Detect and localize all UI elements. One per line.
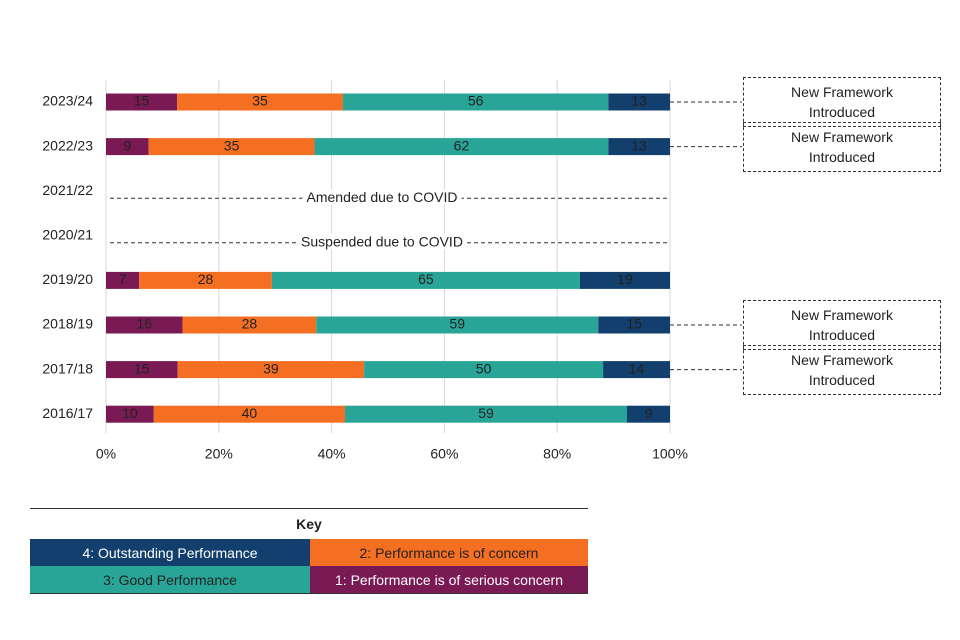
data-label: 7 [119, 271, 127, 287]
bar-segment [182, 316, 317, 334]
data-label: 50 [476, 360, 492, 376]
data-label: 56 [468, 93, 484, 109]
bar-segment [139, 271, 272, 289]
data-label: 13 [631, 93, 647, 109]
data-label: 28 [198, 271, 214, 287]
annotation-bg [297, 233, 467, 250]
legend-entry: 1: Performance is of serious concern [310, 566, 588, 593]
bar-segment [579, 271, 670, 289]
bar-segment [608, 138, 670, 156]
bar-segment [626, 405, 670, 423]
data-label: 15 [134, 360, 150, 376]
data-label: 14 [629, 360, 645, 376]
annotation: Amended due to COVID [307, 189, 458, 205]
annotation-bg [302, 188, 462, 205]
annotation-box: New Framework Introduced [743, 300, 941, 350]
bar-segment [153, 405, 345, 423]
annotation-box: New Framework Introduced [743, 77, 941, 127]
x-tick-label: 20% [205, 446, 233, 462]
bar-segment [177, 93, 343, 111]
legend-entry: 4: Outstanding Performance [30, 539, 310, 566]
x-tick-label: 80% [543, 446, 571, 462]
y-tick-label: 2022/23 [42, 137, 93, 153]
data-label: 39 [263, 360, 279, 376]
data-label: 35 [252, 93, 268, 109]
bar-segment [598, 316, 670, 334]
data-label: 62 [454, 137, 470, 153]
y-tick-label: 2021/22 [42, 182, 93, 198]
bar-segment [364, 361, 604, 379]
legend-entry: 2: Performance is of concern [310, 539, 588, 566]
bar-segment [106, 271, 140, 289]
bar-segment [342, 93, 609, 111]
y-tick-label: 2018/19 [42, 316, 93, 332]
bar-segment [106, 316, 183, 334]
legend: Key 4: Outstanding Performance 2: Perfor… [30, 508, 588, 594]
data-label: 28 [242, 316, 258, 332]
data-label: 59 [450, 316, 466, 332]
y-tick-label: 2016/17 [42, 405, 93, 421]
bar-segment [106, 405, 154, 423]
bar-segment [344, 405, 627, 423]
x-tick-label: 60% [430, 446, 458, 462]
annotation-box: New Framework Introduced [743, 344, 941, 395]
bar-segment [603, 361, 670, 379]
bar-segment [314, 138, 609, 156]
data-label: 15 [626, 316, 642, 332]
data-label: 40 [242, 405, 258, 421]
data-label: 9 [645, 405, 653, 421]
data-label: 65 [418, 271, 434, 287]
legend-entry: 3: Good Performance [30, 566, 310, 593]
x-tick-label: 40% [318, 446, 346, 462]
bar-segment [148, 138, 315, 156]
bar-segment [316, 316, 599, 334]
x-tick-label: 0% [96, 446, 116, 462]
y-tick-label: 2019/20 [42, 271, 93, 287]
y-tick-label: 2023/24 [42, 93, 93, 109]
annotation-box: New Framework Introduced [743, 121, 941, 172]
annotation: Suspended due to COVID [301, 234, 463, 250]
bar-segment [106, 93, 178, 111]
data-label: 19 [617, 271, 633, 287]
data-label: 16 [136, 316, 152, 332]
bar-segment [106, 138, 149, 156]
x-tick-label: 100% [652, 446, 688, 462]
data-label: 13 [631, 137, 647, 153]
data-label: 35 [224, 137, 240, 153]
bar-segment [271, 271, 580, 289]
bar-segment [106, 361, 178, 379]
bar-segment [608, 93, 670, 111]
data-label: 59 [478, 405, 494, 421]
y-tick-label: 2020/21 [42, 227, 93, 243]
data-label: 15 [134, 93, 150, 109]
data-label: 9 [123, 137, 131, 153]
bar-segment [177, 361, 365, 379]
data-label: 10 [122, 405, 138, 421]
y-tick-label: 2017/18 [42, 360, 93, 376]
legend-title: Key [296, 516, 322, 532]
